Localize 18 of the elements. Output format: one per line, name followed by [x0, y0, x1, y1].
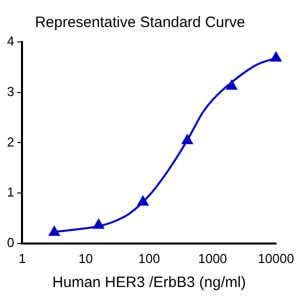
- point: [93, 219, 104, 229]
- y-tick-label: 3: [6, 84, 14, 99]
- x-tick-label: 100: [138, 250, 160, 266]
- y-tick-label: 1: [6, 184, 14, 200]
- x-tick-label: 10: [78, 250, 93, 266]
- x-tick-label: 10000: [258, 250, 294, 266]
- x-tick-label: 1: [18, 250, 26, 266]
- y-tick-label: 0: [6, 234, 14, 250]
- point: [138, 196, 148, 206]
- x-tick-label: 1000: [198, 250, 228, 266]
- point: [226, 80, 237, 90]
- point: [48, 226, 60, 236]
- point: [182, 134, 193, 144]
- point: [270, 52, 282, 62]
- chart-title: Representative Standard Curve: [34, 14, 246, 32]
- x-axis-title: Human HER3 /ErbB3 (ng/ml): [52, 274, 246, 292]
- y-tick-label: 2: [6, 134, 14, 150]
- y-tick-label: 4: [6, 34, 14, 49]
